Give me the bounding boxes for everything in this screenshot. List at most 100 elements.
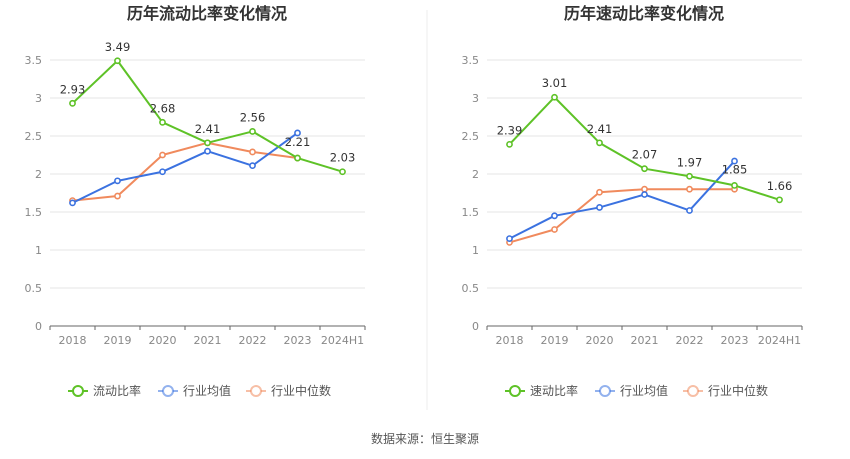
legend-item[interactable]: 行业中位数 [246, 383, 331, 398]
legend-label: 速动比率 [530, 383, 578, 398]
data-point[interactable] [686, 185, 693, 193]
data-label: 1.85 [722, 162, 748, 176]
y-tick-label: 3.5 [25, 54, 43, 67]
data-label: 2.07 [632, 148, 658, 162]
x-tick-label: 2023 [284, 334, 312, 347]
legend-marker-icon [509, 385, 521, 397]
data-point[interactable] [249, 162, 256, 170]
series-line [72, 141, 298, 202]
legend-label: 行业均值 [183, 383, 231, 398]
legend-item[interactable]: 行业均值 [595, 383, 668, 398]
legend-item[interactable]: 行业中位数 [683, 383, 768, 398]
data-point[interactable] [776, 196, 783, 204]
data-point[interactable] [506, 235, 513, 242]
data-point[interactable] [641, 165, 648, 173]
data-label: 2.68 [150, 101, 176, 115]
data-point[interactable] [641, 191, 648, 198]
y-tick-label: 2.5 [25, 130, 43, 143]
x-tick-label: 2024H1 [321, 334, 364, 347]
data-point[interactable] [686, 207, 693, 214]
x-tick-label: 2021 [194, 334, 222, 347]
data-point[interactable] [731, 181, 738, 189]
data-point[interactable] [596, 204, 603, 211]
data-point[interactable] [339, 168, 346, 176]
y-tick-label: 1.5 [462, 206, 480, 219]
data-point[interactable] [551, 93, 558, 101]
data-point[interactable] [596, 139, 603, 147]
series-line [71, 59, 343, 173]
legend-label: 流动比率 [93, 383, 141, 398]
data-label: 3.49 [105, 40, 131, 54]
x-tick-label: 2020 [149, 334, 177, 347]
data-point[interactable] [204, 147, 211, 155]
data-point[interactable] [69, 99, 76, 107]
data-point[interactable] [686, 172, 693, 180]
quick-ratio-chart: 历年速动比率变化情况 0 0.5 1 1.5 2 2.5 3 3.5 2018 2019 2020 20… [462, 4, 803, 398]
data-label: 2.41 [587, 122, 613, 136]
series-line [509, 160, 736, 240]
x-tick-label: 2024H1 [758, 334, 801, 347]
data-label: 2.39 [497, 123, 523, 137]
legend-marker-icon [162, 385, 174, 397]
data-point[interactable] [641, 185, 648, 193]
y-tick-label: 3 [472, 92, 479, 105]
x-tick-label: 2018 [496, 334, 524, 347]
data-point[interactable] [506, 140, 513, 148]
chart-title: 历年流动比率变化情况 [127, 4, 287, 23]
series-line [72, 132, 299, 204]
legend-item[interactable]: 速动比率 [505, 383, 578, 398]
x-tick-label: 2021 [631, 334, 659, 347]
x-tick-label: 2022 [676, 334, 704, 347]
data-point[interactable] [159, 168, 166, 176]
data-point[interactable] [69, 199, 76, 207]
series-line [509, 188, 735, 244]
data-point[interactable] [551, 212, 558, 220]
data-point[interactable] [249, 128, 256, 135]
y-tick-label: 0.5 [462, 282, 480, 295]
y-tick-label: 3 [35, 92, 42, 105]
legend-label: 行业中位数 [271, 383, 331, 398]
legend-item[interactable]: 流动比率 [68, 383, 141, 398]
data-point[interactable] [114, 177, 121, 185]
y-tick-label: 0 [472, 320, 479, 333]
data-point[interactable] [294, 129, 301, 137]
y-tick-label: 2.5 [462, 130, 480, 143]
y-tick-label: 3.5 [462, 54, 480, 67]
data-label: 2.93 [60, 82, 86, 96]
y-tick-label: 1 [472, 244, 479, 257]
x-tick-label: 2018 [59, 334, 87, 347]
data-point[interactable] [204, 139, 211, 147]
y-tick-label: 0 [35, 320, 42, 333]
x-tick-label: 2020 [586, 334, 614, 347]
data-label: 2.03 [330, 151, 356, 165]
data-label: 2.41 [195, 122, 221, 136]
data-label: 3.01 [542, 76, 568, 90]
data-point[interactable] [551, 226, 558, 233]
data-point[interactable] [294, 154, 301, 162]
data-point[interactable] [731, 157, 738, 165]
legend-marker-icon [250, 385, 262, 397]
data-label: 2.56 [240, 110, 266, 124]
data-point[interactable] [159, 151, 166, 159]
y-tick-label: 0.5 [25, 282, 43, 295]
data-label: 1.66 [767, 179, 793, 193]
data-point[interactable] [159, 118, 166, 126]
y-tick-label: 1 [35, 244, 42, 257]
y-tick-label: 2 [35, 168, 42, 181]
data-label: 2.21 [285, 135, 311, 149]
y-tick-label: 2 [472, 168, 479, 181]
data-point[interactable] [114, 192, 121, 200]
y-tick-label: 1.5 [25, 206, 43, 219]
chart-title: 历年速动比率变化情况 [564, 4, 724, 23]
data-point[interactable] [114, 57, 121, 65]
x-tick-label: 2023 [721, 334, 749, 347]
data-point[interactable] [249, 148, 256, 156]
legend-label: 行业均值 [620, 383, 668, 398]
legend-item[interactable]: 行业均值 [158, 383, 231, 398]
x-tick-label: 2019 [104, 334, 132, 347]
legend-marker-icon [687, 385, 699, 397]
data-label: 1.97 [677, 155, 703, 169]
legend-marker-icon [599, 385, 611, 397]
data-point[interactable] [596, 188, 603, 196]
